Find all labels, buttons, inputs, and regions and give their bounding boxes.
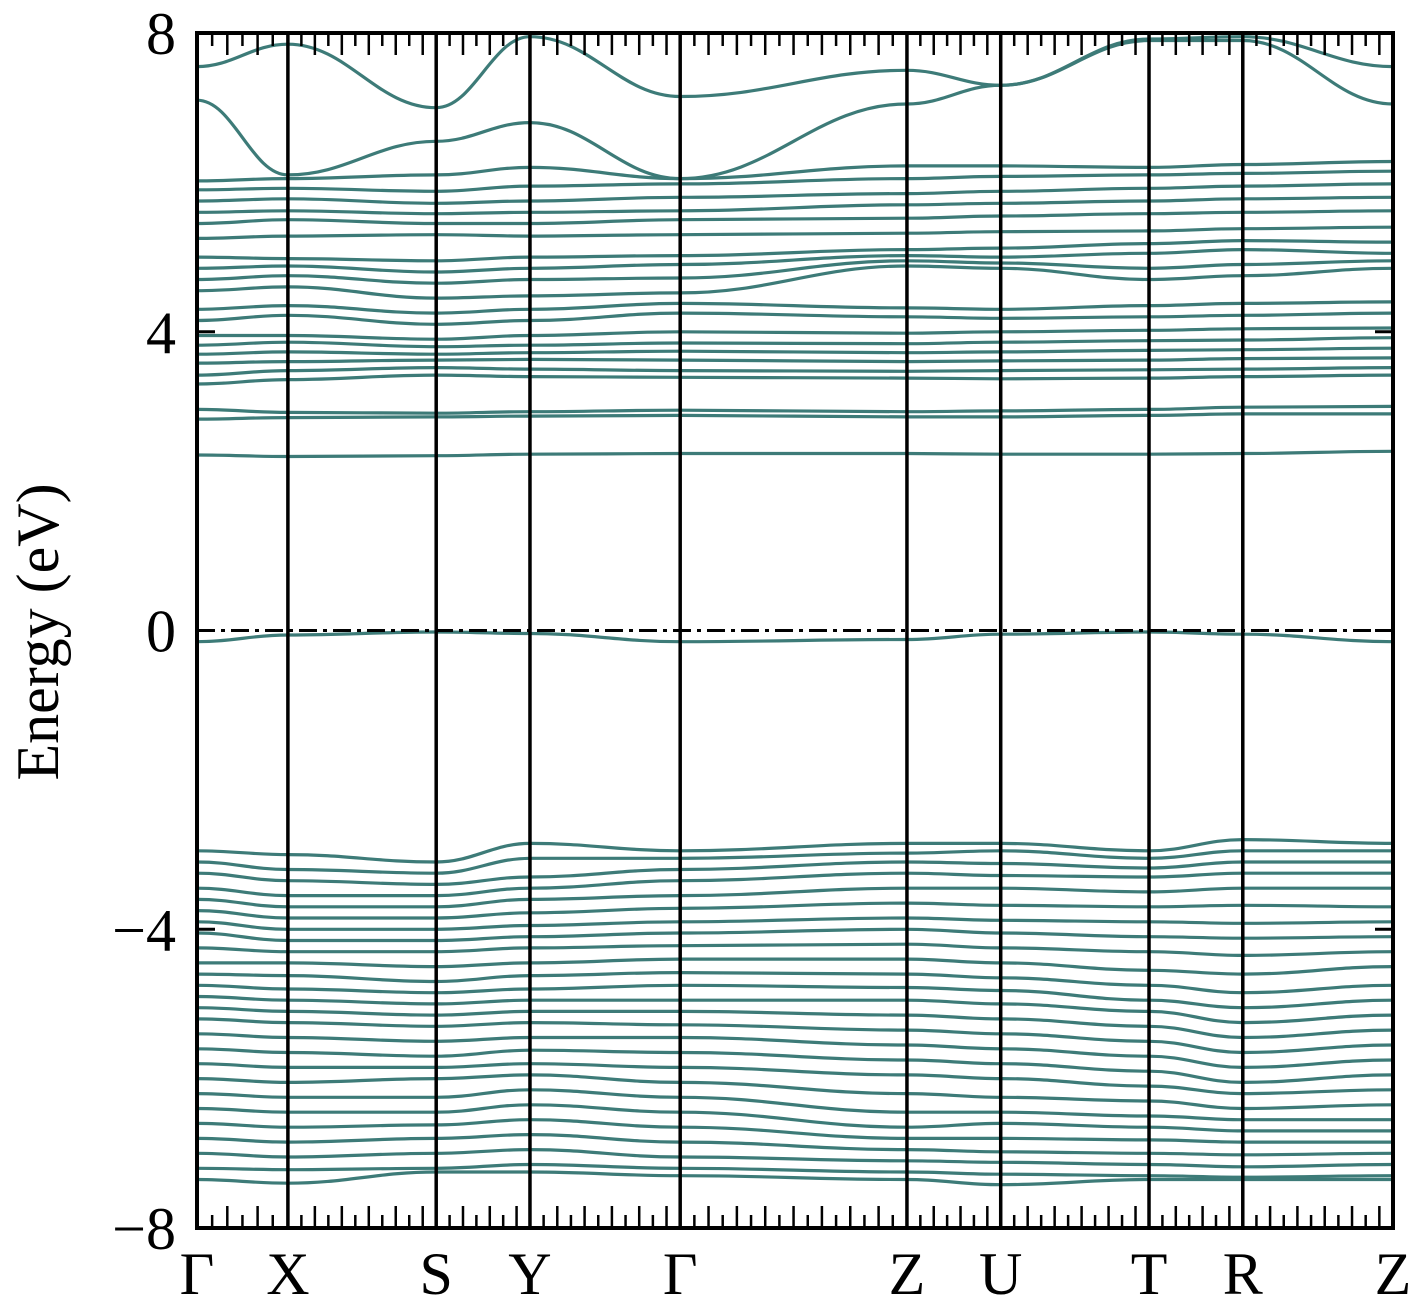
band-line-20	[197, 169, 1393, 193]
y-tick-label-0: 8	[146, 1, 176, 67]
band-line-34	[197, 971, 1393, 995]
band-line-38	[197, 1017, 1393, 1055]
band-line-11	[197, 300, 1393, 315]
band-line-48	[197, 1162, 1393, 1179]
x-tick-label-0: Γ	[180, 1241, 215, 1304]
x-tick-label-6: U	[979, 1241, 1022, 1304]
x-tick-label-3: Y	[508, 1241, 551, 1304]
y-tick-label-4: −8	[112, 1196, 176, 1262]
band-line-14	[197, 248, 1393, 274]
band-line-33	[197, 957, 1393, 976]
x-tick-label-5: Z	[889, 1241, 926, 1304]
band-line-16	[197, 225, 1393, 240]
band-line-21	[197, 159, 1393, 183]
y-tick-label-3: −4	[112, 897, 176, 963]
band-line-18	[197, 195, 1393, 216]
band-line-2	[197, 412, 1393, 421]
x-tick-label-1: X	[266, 1241, 309, 1304]
band-line-49	[197, 1170, 1393, 1187]
band-line-12	[197, 264, 1393, 300]
minor-ticks-layer	[210, 33, 1381, 1228]
band-line-24	[197, 838, 1393, 864]
y-axis-label: Energy (eV)	[5, 483, 71, 780]
y-tick-label-2: 0	[146, 599, 176, 665]
band-line-4	[197, 373, 1393, 386]
y-tick-label-1: 4	[146, 300, 176, 366]
band-line-0	[197, 630, 1393, 644]
band-line-45	[197, 1118, 1393, 1144]
bands-layer	[197, 35, 1393, 1187]
kpoint-lines-layer	[286, 33, 1245, 1228]
band-line-6	[197, 356, 1393, 365]
band-line-40	[197, 1047, 1393, 1084]
band-line-25	[197, 849, 1393, 875]
x-tick-label-9: Z	[1375, 1241, 1412, 1304]
band-line-44	[197, 1103, 1393, 1133]
band-line-10	[197, 311, 1393, 326]
band-line-39	[197, 1032, 1393, 1069]
band-line-19	[197, 182, 1393, 205]
band-line-9	[197, 326, 1393, 341]
band-line-27	[197, 871, 1393, 898]
x-tick-label-4: Γ	[663, 1241, 698, 1304]
band-line-30	[197, 916, 1393, 931]
band-line-31	[197, 927, 1393, 943]
band-line-17	[197, 209, 1393, 226]
band-line-41	[197, 1062, 1393, 1096]
band-line-8	[197, 336, 1393, 349]
band-line-29	[197, 901, 1393, 920]
band-line-15	[197, 239, 1393, 263]
band-line-36	[197, 994, 1393, 1025]
band-line-7	[197, 346, 1393, 356]
band-line-42	[197, 1073, 1393, 1111]
band-line-43	[197, 1088, 1393, 1122]
band-line-23	[197, 35, 1393, 110]
x-tick-label-7: T	[1131, 1241, 1168, 1304]
x-tick-label-2: S	[420, 1241, 453, 1304]
y-ticks-layer: 8 4 0 −4 −8	[112, 1, 1393, 1262]
band-line-26	[197, 860, 1393, 886]
band-line-37	[197, 1006, 1393, 1040]
x-tick-label-8: R	[1223, 1241, 1263, 1304]
band-line-28	[197, 886, 1393, 909]
band-line-5	[197, 366, 1393, 377]
band-line-13	[197, 259, 1393, 285]
band-line-32	[197, 942, 1393, 957]
band-line-22	[197, 38, 1393, 181]
band-line-3	[197, 404, 1393, 415]
band-line-46	[197, 1133, 1393, 1157]
band-line-35	[197, 983, 1393, 1010]
band-line-47	[197, 1148, 1393, 1169]
band-line-1	[197, 449, 1393, 459]
